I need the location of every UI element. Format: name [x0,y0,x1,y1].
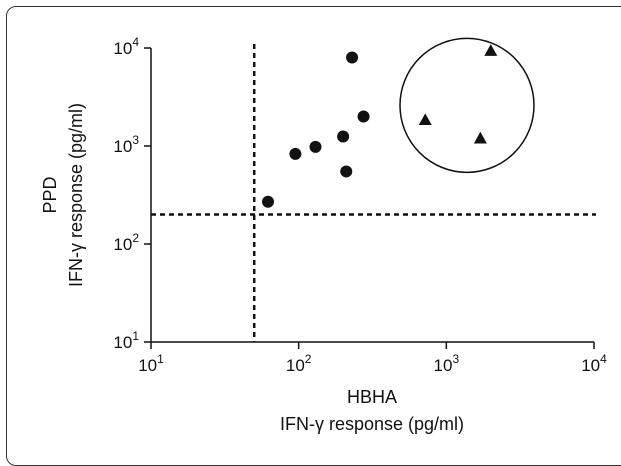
x-tick-label: 102 [286,352,312,375]
triangle-data-point [484,44,498,56]
tick-labels: 101 102 103 104 101 102 103 104 [113,35,607,375]
x-axis-title-line2: IFN-γ response (pg/ml) [280,414,464,434]
circle-data-point [289,147,302,160]
circle-data-point [357,110,370,123]
scatter-chart: 101 102 103 104 101 102 103 104 HBHA IFN-γ resp… [40,35,607,434]
x-tick-label: 101 [138,352,164,375]
circle-data-point [309,140,322,153]
x-tick-label: 103 [434,352,460,375]
x-axis-title-line1: HBHA [347,387,397,407]
y-axis-title-line1: PPD [40,176,60,213]
circle-data-point [340,165,353,178]
x-tick-label: 104 [581,352,607,375]
circle-data-point [337,130,350,143]
data-points [262,44,498,208]
triangle-data-point [473,131,487,144]
y-tick-label: 102 [113,231,139,254]
tick-marks [144,47,595,349]
y-tick-label: 103 [113,133,139,156]
y-tick-label: 104 [113,35,139,58]
axes [150,48,594,343]
circle-data-point [346,51,359,64]
y-tick-label: 101 [113,329,139,352]
y-axis-title-line2: IFN-γ response (pg/ml) [66,103,86,287]
cutoff-lines [151,44,596,342]
triangle-data-point [418,113,432,126]
group-highlight-circle [399,37,535,174]
annotations [399,37,535,174]
circle-data-point [262,195,275,208]
